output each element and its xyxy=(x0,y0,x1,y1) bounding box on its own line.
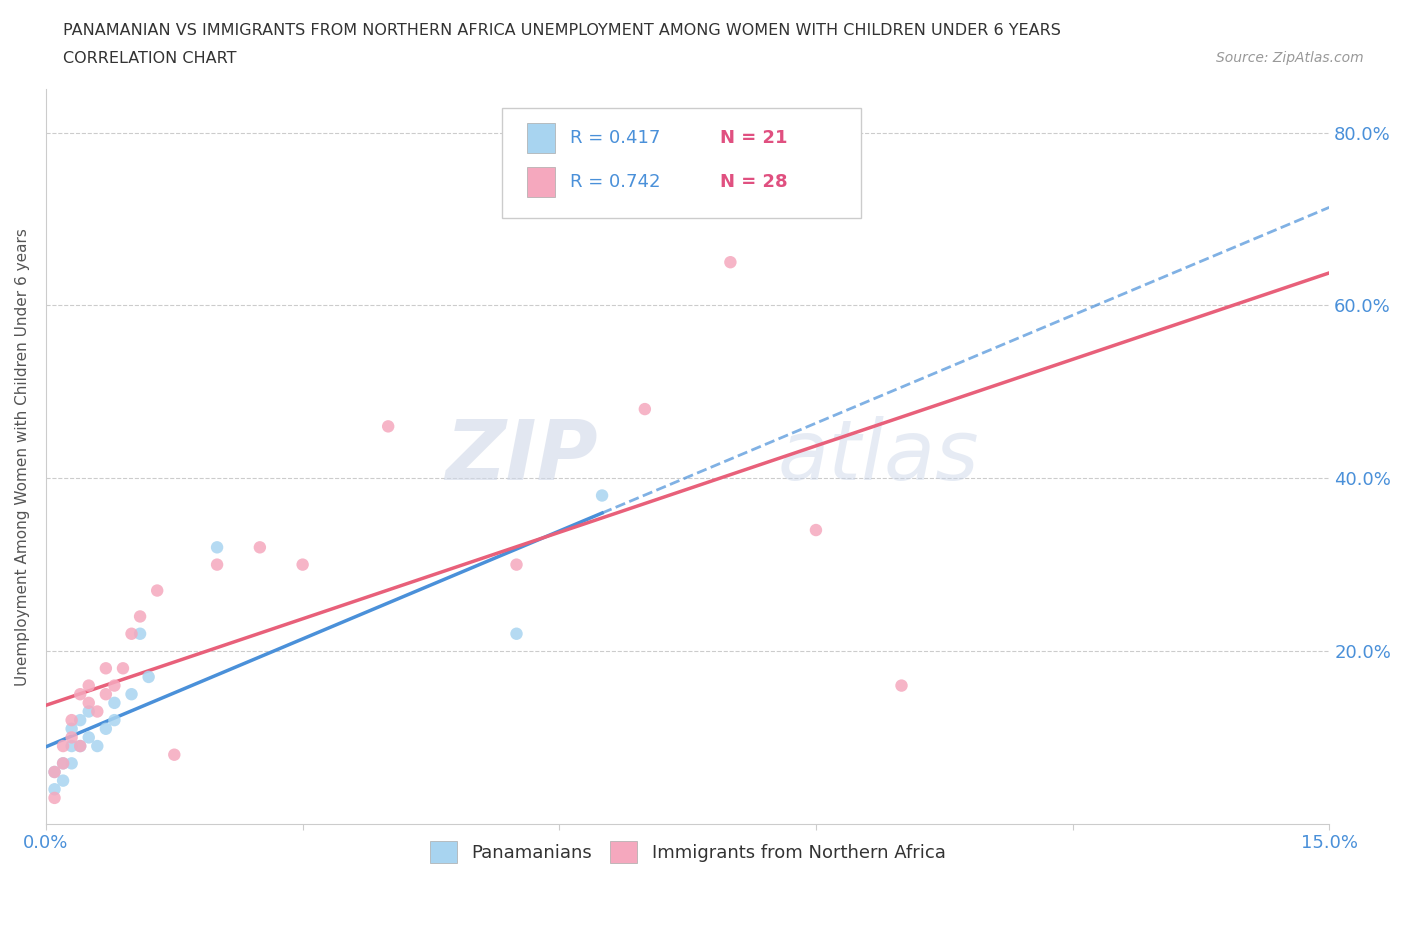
Point xyxy=(890,678,912,693)
Point xyxy=(77,704,100,719)
Point xyxy=(52,773,75,788)
Point xyxy=(69,686,91,701)
Text: R = 0.742: R = 0.742 xyxy=(569,173,659,191)
Point xyxy=(86,704,108,719)
Y-axis label: Unemployment Among Women with Children Under 6 years: Unemployment Among Women with Children U… xyxy=(15,228,30,685)
Point xyxy=(94,661,117,676)
Point xyxy=(634,402,657,417)
Point xyxy=(52,738,75,753)
Text: N = 21: N = 21 xyxy=(720,129,787,147)
Text: PANAMANIAN VS IMMIGRANTS FROM NORTHERN AFRICA UNEMPLOYMENT AMONG WOMEN WITH CHIL: PANAMANIAN VS IMMIGRANTS FROM NORTHERN A… xyxy=(63,23,1062,38)
Text: R = 0.417: R = 0.417 xyxy=(569,129,659,147)
Text: Source: ZipAtlas.com: Source: ZipAtlas.com xyxy=(1216,51,1364,65)
Text: CORRELATION CHART: CORRELATION CHART xyxy=(63,51,236,66)
Point xyxy=(44,764,66,779)
Point xyxy=(505,557,527,572)
Point xyxy=(205,557,228,572)
Point xyxy=(103,696,125,711)
Text: atlas: atlas xyxy=(778,416,979,498)
Point xyxy=(77,678,100,693)
Point xyxy=(69,738,91,753)
Point xyxy=(121,626,143,641)
Point xyxy=(505,626,527,641)
Point xyxy=(77,730,100,745)
Point xyxy=(52,756,75,771)
Point xyxy=(804,523,827,538)
Text: ZIP: ZIP xyxy=(446,416,598,498)
Point xyxy=(60,712,83,727)
Text: N = 28: N = 28 xyxy=(720,173,787,191)
Point xyxy=(291,557,314,572)
FancyBboxPatch shape xyxy=(502,108,860,218)
Point xyxy=(86,738,108,753)
Point xyxy=(94,686,117,701)
Point xyxy=(129,626,152,641)
Point xyxy=(60,756,83,771)
Point xyxy=(249,540,271,555)
Point xyxy=(44,782,66,797)
Point xyxy=(103,678,125,693)
Point xyxy=(138,670,160,684)
Point xyxy=(60,722,83,737)
Legend: Panamanians, Immigrants from Northern Africa: Panamanians, Immigrants from Northern Af… xyxy=(423,833,953,870)
Point xyxy=(52,756,75,771)
Point xyxy=(163,748,186,763)
Point xyxy=(591,488,613,503)
Point xyxy=(103,712,125,727)
Point xyxy=(60,730,83,745)
Point xyxy=(60,738,83,753)
Point xyxy=(129,609,152,624)
Point xyxy=(44,790,66,805)
Point xyxy=(146,583,169,598)
Point xyxy=(718,255,741,270)
Point xyxy=(44,764,66,779)
Point xyxy=(69,738,91,753)
Point xyxy=(205,540,228,555)
Point xyxy=(69,712,91,727)
Bar xyxy=(527,123,555,153)
Point xyxy=(94,722,117,737)
Bar xyxy=(527,167,555,196)
Point xyxy=(111,661,134,676)
Point xyxy=(77,696,100,711)
Point xyxy=(121,686,143,701)
Point xyxy=(377,418,399,433)
